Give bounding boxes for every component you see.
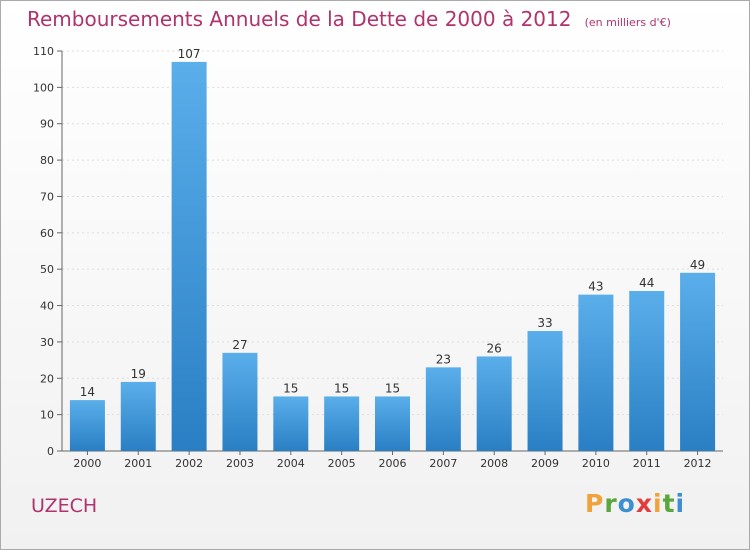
bar [425,367,461,451]
data-label: 15 [283,381,298,395]
chart-subtitle: (en milliers d'€) [584,16,671,29]
x-tick-label: 2008 [480,457,508,470]
x-tick-label: 2002 [175,457,203,470]
y-tick-label: 110 [33,45,54,58]
x-tick-label: 2009 [531,457,559,470]
data-label: 27 [232,338,247,352]
x-tick-label: 2010 [582,457,610,470]
chart-title: Remboursements Annuels de la Dette de 20… [27,7,572,31]
y-tick-label: 70 [40,190,54,203]
bar [375,396,410,451]
proxiti-logo: Proxiti [585,489,685,518]
title-row: Remboursements Annuels de la Dette de 20… [27,7,671,31]
y-tick-label: 0 [47,445,54,458]
bar [476,356,512,451]
data-label: 15 [385,381,400,395]
x-tick-label: 2001 [124,457,152,470]
bar [629,291,665,451]
bar [578,294,614,451]
bar [273,396,309,451]
logo-letter: i [675,489,686,518]
logo-letter: o [617,489,636,518]
y-tick-label: 30 [40,336,54,349]
x-tick-label: 2007 [429,457,457,470]
data-label: 19 [131,367,146,381]
x-tick-label: 2011 [633,457,661,470]
y-tick-label: 60 [40,227,54,240]
bar [171,61,207,452]
bar [222,352,258,451]
commune-name: UZECH [31,495,98,517]
bar [324,396,360,451]
data-label: 33 [537,316,552,330]
bar [680,272,716,451]
bar [120,381,156,451]
logo-letter: t [662,489,676,518]
data-label: 14 [80,385,95,399]
logo-letter: x [635,489,653,518]
data-label: 15 [334,381,349,395]
bar [527,331,563,451]
x-tick-label: 2005 [328,457,356,470]
y-tick-label: 20 [40,372,54,385]
logo-letter: r [604,489,618,518]
data-label: 23 [436,352,451,366]
data-label: 107 [178,47,201,61]
data-label: 49 [690,258,705,272]
data-label: 43 [588,280,603,294]
y-tick-label: 80 [40,154,54,167]
x-tick-label: 2012 [684,457,712,470]
data-label: 26 [487,341,502,355]
x-tick-label: 2003 [226,457,254,470]
x-tick-label: 2006 [379,457,407,470]
y-tick-label: 40 [40,300,54,313]
x-tick-label: 2004 [277,457,305,470]
y-tick-label: 100 [33,81,54,94]
bar [69,400,105,451]
logo-letter: i [653,489,663,518]
y-tick-label: 10 [40,409,54,422]
y-tick-label: 90 [40,118,54,131]
logo-letter: P [585,489,605,518]
y-tick-label: 50 [40,263,54,276]
data-label: 44 [639,276,654,290]
x-tick-label: 2000 [73,457,101,470]
